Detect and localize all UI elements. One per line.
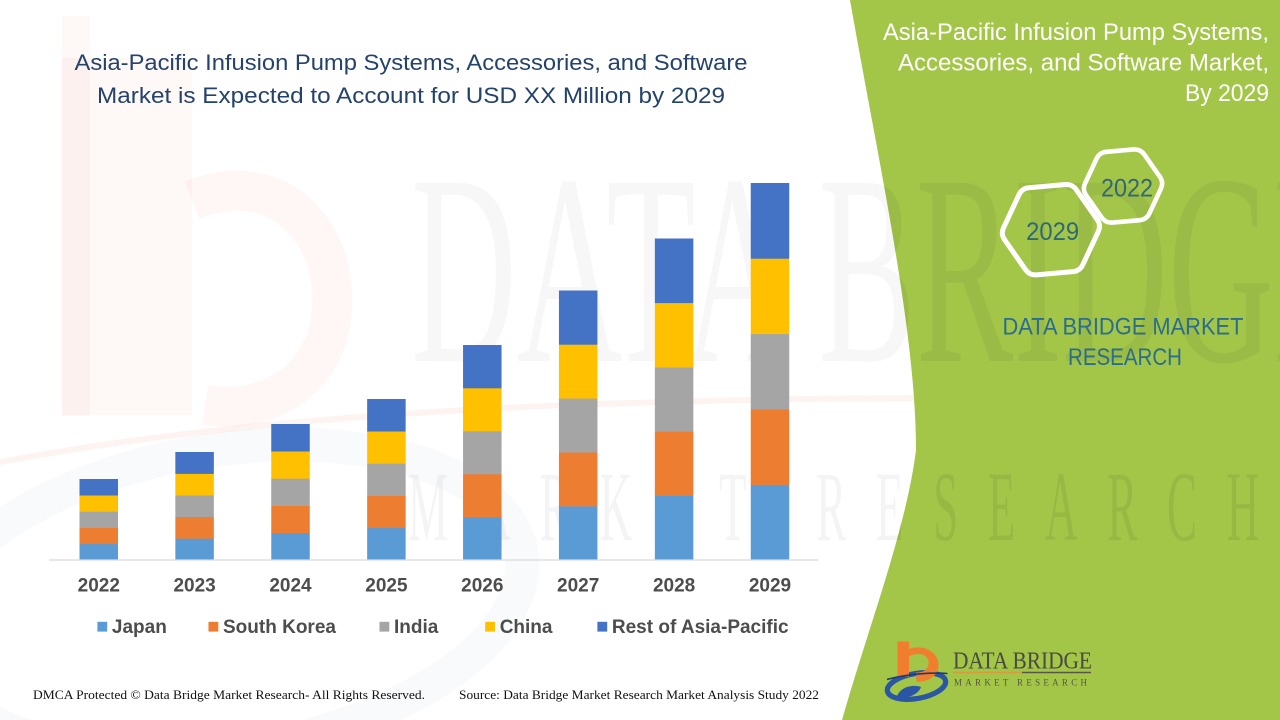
svg-text:China: China	[500, 617, 553, 638]
svg-text:DATA BRIDGE: DATA BRIDGE	[411, 119, 1280, 420]
svg-text:Asia-Pacific Infusion Pump Sys: Asia-Pacific Infusion Pump Systems,	[883, 19, 1269, 46]
svg-text:2022: 2022	[1101, 175, 1153, 203]
svg-text:Market is Expected to Account: Market is Expected to Account for USD XX…	[97, 83, 725, 108]
svg-text:DATA BRIDGE: DATA BRIDGE	[953, 649, 1092, 675]
svg-text:2029: 2029	[1026, 218, 1079, 246]
svg-text:Source: Data Bridge Market Res: Source: Data Bridge Market Research Mark…	[459, 687, 819, 702]
svg-text:Rest of Asia-Pacific: Rest of Asia-Pacific	[612, 617, 789, 638]
svg-text:2029: 2029	[749, 576, 791, 597]
svg-text:By 2029: By 2029	[1185, 80, 1269, 107]
svg-text:2024: 2024	[269, 576, 312, 597]
svg-text:MARKET RESEARCH: MARKET RESEARCH	[954, 678, 1090, 688]
svg-text:Japan: Japan	[112, 617, 167, 638]
svg-text:2025: 2025	[365, 576, 408, 597]
svg-text:DATA BRIDGE MARKET: DATA BRIDGE MARKET	[1003, 314, 1244, 341]
svg-text:DMCA Protected © Data Bridge M: DMCA Protected © Data Bridge Market Rese…	[33, 687, 425, 702]
svg-text:2028: 2028	[653, 576, 695, 597]
svg-text:Accessories, and Software Mark: Accessories, and Software Market,	[898, 50, 1269, 77]
svg-text:RESEARCH: RESEARCH	[1068, 344, 1182, 371]
svg-text:2022: 2022	[78, 576, 120, 597]
svg-text:2027: 2027	[557, 576, 599, 597]
svg-text:India: India	[394, 617, 439, 638]
svg-text:Asia-Pacific Infusion Pump Sys: Asia-Pacific Infusion Pump Systems, Acce…	[75, 50, 748, 75]
svg-text:2023: 2023	[173, 576, 215, 597]
svg-text:2026: 2026	[461, 576, 503, 597]
svg-text:South Korea: South Korea	[223, 617, 336, 638]
